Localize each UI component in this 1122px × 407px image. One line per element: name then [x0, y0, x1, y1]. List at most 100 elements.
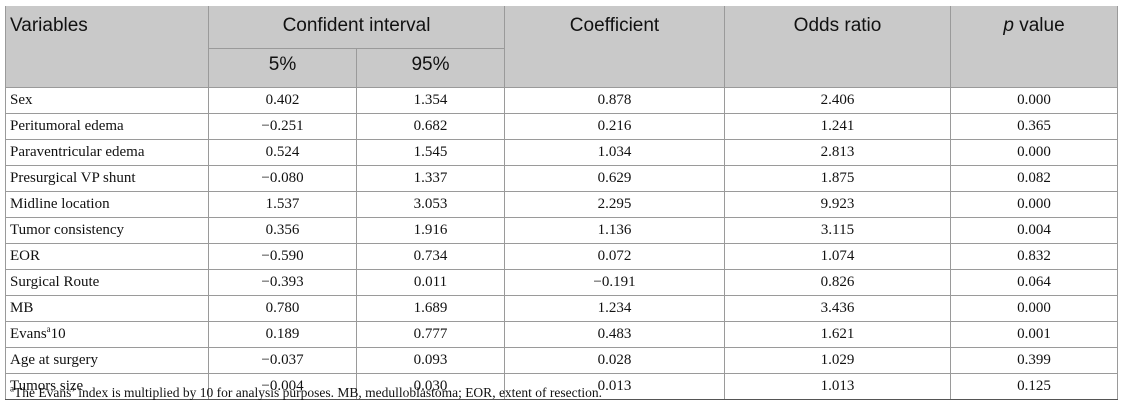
cell-ci-low: 1.537	[208, 191, 357, 218]
variable-name: Surgical Route	[10, 274, 100, 290]
cell-ci-high: 0.030	[356, 373, 505, 400]
cell-variable: MB	[5, 295, 209, 322]
cell-p: 0.365	[950, 113, 1118, 140]
variable-name: Age at surgery	[10, 352, 99, 368]
cell-p: 0.082	[950, 165, 1118, 192]
cell-p: 0.000	[950, 191, 1118, 218]
cell-p: 0.004	[950, 217, 1118, 244]
header-p-value: p value	[950, 6, 1118, 88]
variable-name: Sex	[10, 92, 33, 108]
cell-variable: Peritumoral edema	[5, 113, 209, 140]
cell-ci-low: −0.037	[208, 347, 357, 374]
header-confident-interval: Confident interval	[208, 6, 505, 49]
cell-variable: Paraventricular edema	[5, 139, 209, 166]
cell-ci-high: 0.093	[356, 347, 505, 374]
cell-odds-ratio: 3.115	[724, 217, 951, 244]
cell-odds-ratio: 2.406	[724, 87, 951, 114]
cell-odds-ratio: 1.241	[724, 113, 951, 140]
cell-variable: Tumors size	[5, 373, 209, 400]
cell-odds-ratio: 1.013	[724, 373, 951, 400]
cell-p: 0.001	[950, 321, 1118, 348]
header-variables: Variables	[5, 6, 209, 88]
cell-ci-low: 0.524	[208, 139, 357, 166]
footnote-text: The Evans’ index is multiplied by 10 for…	[14, 385, 603, 400]
variable-name: Midline location	[10, 196, 110, 212]
cell-coefficient: 0.216	[504, 113, 725, 140]
table-row: EOR −0.590 0.734 0.072 1.074 0.832	[5, 243, 1118, 270]
cell-coefficient: 0.072	[504, 243, 725, 270]
cell-ci-high: 1.545	[356, 139, 505, 166]
cell-variable: Presurgical VP shunt	[5, 165, 209, 192]
cell-odds-ratio: 9.923	[724, 191, 951, 218]
cell-ci-high: 3.053	[356, 191, 505, 218]
table-row: MB 0.780 1.689 1.234 3.436 0.000	[5, 295, 1118, 322]
cell-p: 0.000	[950, 87, 1118, 114]
cell-ci-low: −0.393	[208, 269, 357, 296]
table-row: Peritumoral edema −0.251 0.682 0.216 1.241 0.…	[5, 113, 1118, 140]
table-body: Sex 0.402 1.354 0.878 2.406 0.000 Peritumoral …	[5, 87, 1118, 400]
cell-ci-low: −0.251	[208, 113, 357, 140]
header-ci-high: 95%	[356, 48, 505, 88]
table-row: Age at surgery −0.037 0.093 0.028 1.029 0.399	[5, 347, 1118, 374]
results-table: Variables Confident interval Coefficient…	[5, 6, 1118, 400]
cell-coefficient: 2.295	[504, 191, 725, 218]
footnote-marker: a	[10, 383, 14, 394]
cell-odds-ratio: 1.621	[724, 321, 951, 348]
table-row: Presurgical VP shunt −0.080 1.337 0.629 1.87…	[5, 165, 1118, 192]
cell-ci-high: 0.734	[356, 243, 505, 270]
cell-coefficient: 0.028	[504, 347, 725, 374]
cell-ci-high: 1.354	[356, 87, 505, 114]
header-odds-ratio: Odds ratio	[724, 6, 951, 88]
cell-variable: Surgical Route	[5, 269, 209, 296]
cell-coefficient: −0.191	[504, 269, 725, 296]
cell-odds-ratio: 1.029	[724, 347, 951, 374]
cell-p: 0.000	[950, 295, 1118, 322]
cell-coefficient: 1.234	[504, 295, 725, 322]
cell-p: 0.399	[950, 347, 1118, 374]
table-row: Midline location 1.537 3.053 2.295 9.923 0.00…	[5, 191, 1118, 218]
variable-name: EOR	[10, 248, 40, 264]
cell-p: 0.000	[950, 139, 1118, 166]
cell-odds-ratio: 3.436	[724, 295, 951, 322]
cell-variable: Midline location	[5, 191, 209, 218]
cell-ci-low: 0.189	[208, 321, 357, 348]
cell-variable: Evansa10	[5, 321, 209, 348]
table-row: Evansa10 0.189 0.777 0.483 1.621 0.001	[5, 321, 1118, 348]
cell-ci-low: 0.402	[208, 87, 357, 114]
cell-ci-low: −0.590	[208, 243, 357, 270]
cell-ci-low: 0.780	[208, 295, 357, 322]
cell-variable: Sex	[5, 87, 209, 114]
header-p-italic: p	[1003, 15, 1014, 36]
variable-sup: a	[46, 324, 51, 334]
variable-name: Paraventricular edema	[10, 144, 145, 160]
variable-name: Tumor consistency	[10, 222, 125, 238]
cell-coefficient: 1.136	[504, 217, 725, 244]
cell-coefficient: 0.878	[504, 87, 725, 114]
cell-ci-low: −0.004	[208, 373, 357, 400]
cell-odds-ratio: 1.875	[724, 165, 951, 192]
cell-ci-low: 0.356	[208, 217, 357, 244]
cell-coefficient: 0.013	[504, 373, 725, 400]
cell-odds-ratio: 1.074	[724, 243, 951, 270]
variable-suffix: 10	[50, 326, 66, 342]
header-p-rest: value	[1013, 15, 1065, 36]
cell-variable: EOR	[5, 243, 209, 270]
cell-variable: Age at surgery	[5, 347, 209, 374]
cell-odds-ratio: 0.826	[724, 269, 951, 296]
cell-coefficient: 0.483	[504, 321, 725, 348]
variable-name: Tumors size	[10, 378, 84, 394]
cell-odds-ratio: 2.813	[724, 139, 951, 166]
cell-coefficient: 1.034	[504, 139, 725, 166]
cell-p: 0.832	[950, 243, 1118, 270]
cell-variable: Tumor consistency	[5, 217, 209, 244]
variable-name: Peritumoral edema	[10, 118, 124, 134]
table-container: Variables Confident interval Coefficient…	[5, 6, 1118, 400]
cell-p: 0.064	[950, 269, 1118, 296]
cell-ci-high: 1.689	[356, 295, 505, 322]
table-row: Surgical Route −0.393 0.011 −0.191 0.826 0.06…	[5, 269, 1118, 296]
cell-p: 0.125	[950, 373, 1118, 400]
table-row: Sex 0.402 1.354 0.878 2.406 0.000	[5, 87, 1118, 114]
table-row: Tumors size −0.004 0.030 0.013 1.013 0.125	[5, 373, 1118, 400]
cell-ci-low: −0.080	[208, 165, 357, 192]
cell-coefficient: 0.629	[504, 165, 725, 192]
